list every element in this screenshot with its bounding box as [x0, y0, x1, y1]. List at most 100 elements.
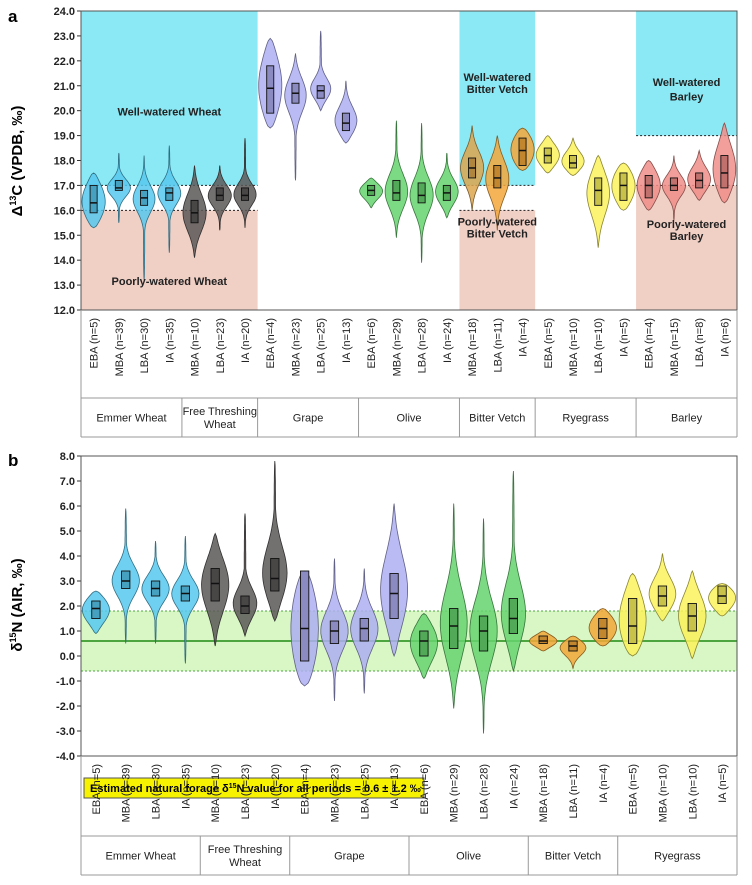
- x-category-label: EBA (n=6): [419, 764, 431, 814]
- y-tick-label: -1.0: [56, 676, 75, 688]
- violin-6: [233, 138, 257, 228]
- violin-iqr-box: [493, 165, 502, 189]
- x-category-label: LBA (n=28): [479, 764, 491, 819]
- x-group-label-line: Free Threshing: [183, 406, 257, 418]
- violin-iqr-box: [594, 177, 603, 206]
- x-group-label: Bitter Vetch: [469, 413, 525, 425]
- x-group-label: Olive: [456, 851, 481, 863]
- violin-body: [559, 635, 587, 670]
- panel-a-label: a: [8, 7, 18, 26]
- x-group-label-line: Barley: [671, 413, 703, 425]
- violin-4: [201, 532, 230, 647]
- panel-b-x-axis: EBA (n=5) MBA (n=39) LBA (n=30) IA (n=35) MB…: [80, 756, 738, 876]
- violin-7: [290, 570, 319, 687]
- panel-a-y-ticks: 12.0 13.0 14.0 15.0 16.0 17.0 18.0 19.0 20.0 21.0…: [54, 6, 81, 317]
- panel-b-y-ticks: -4.0 -3.0 -2.0 -1.0 0.0 1.0 2.0 3.0 4.0 5.0 6.0 7.0…: [56, 451, 81, 763]
- violin-iqr-box: [300, 570, 310, 662]
- band-annotation: Well-watered: [653, 77, 721, 89]
- violin-body: [262, 460, 288, 622]
- violin-21: [708, 583, 736, 617]
- x-category-label: IA (n=35): [164, 318, 176, 363]
- violin-0: [81, 172, 106, 229]
- violin-7: [258, 37, 283, 129]
- violin-iqr-box: [190, 199, 199, 224]
- violin-5: [207, 165, 232, 231]
- panel-a-ylabel: Δ13C (VPDB, ‰): [8, 106, 26, 217]
- x-category-label: IA (n=24): [508, 764, 520, 809]
- x-category-label: MBA (n=10): [210, 764, 222, 822]
- y-tick-label: 1.0: [60, 626, 75, 638]
- x-category-label: IA (n=4): [598, 764, 610, 803]
- band-annotation: Bitter Vetch: [467, 229, 528, 241]
- legend-note-prefix: Estimated natural forage δ: [90, 783, 229, 795]
- x-group-label-line: Wheat: [204, 419, 236, 431]
- y-tick-label: 6.0: [60, 501, 75, 513]
- violin-iqr-box: [538, 635, 548, 644]
- plot-border: [80, 10, 738, 311]
- x-group-label-line: Emmer Wheat: [105, 851, 175, 863]
- violin-15: [460, 125, 485, 211]
- x-category-label: LBA (n=8): [694, 318, 706, 367]
- violin-10: [380, 503, 408, 658]
- x-group-label-line: Free Threshing: [208, 844, 282, 856]
- y-tick-label: 0.0: [60, 651, 75, 663]
- violin-iqr-box: [389, 573, 399, 619]
- x-category-label: LBA (n=11): [568, 764, 580, 819]
- violin-iqr-box: [508, 598, 518, 634]
- violin-19: [561, 137, 585, 176]
- band-annotation: Barley: [670, 231, 705, 243]
- violin-body: [384, 120, 409, 238]
- violin-11: [409, 613, 438, 680]
- violin-iqr-box: [341, 112, 350, 132]
- band-annotation: Poorly-watered: [458, 216, 537, 228]
- panel-a-bands: [81, 11, 737, 310]
- violin-16: [559, 635, 587, 670]
- violin-body: [284, 53, 307, 181]
- violin-17: [510, 127, 535, 171]
- x-group-label: Ryegrass: [562, 413, 609, 425]
- panel-b-ylabel-sup: 15: [8, 633, 18, 643]
- y-tick-label: 16.0: [54, 205, 75, 217]
- violin-iqr-box: [419, 630, 429, 657]
- violin-12: [384, 120, 409, 238]
- violin-15: [529, 630, 558, 652]
- x-category-label: IA (n=13): [389, 764, 401, 809]
- x-group-label-line: Olive: [396, 413, 421, 425]
- violin-iqr-box: [518, 137, 527, 166]
- x-category-label: MBA (n=18): [467, 318, 479, 376]
- x-category-label: IA (n=20): [240, 318, 252, 363]
- x-group-label: Emmer Wheat: [105, 851, 175, 863]
- x-group-label: Emmer Wheat: [96, 413, 166, 425]
- x-category-label: IA (n=20): [270, 764, 282, 809]
- violin-10: [334, 80, 358, 144]
- y-tick-label: 21.0: [54, 81, 75, 93]
- x-group-label-line: Emmer Wheat: [96, 413, 166, 425]
- x-category-label: IA (n=5): [618, 318, 630, 357]
- violin-8: [284, 53, 307, 181]
- violin-19: [648, 553, 677, 622]
- violin-11: [359, 177, 383, 209]
- violin-18: [535, 135, 560, 174]
- x-category-label: EBA (n=5): [89, 318, 101, 368]
- y-tick-label: 19.0: [54, 131, 75, 143]
- x-group-label-line: Bitter Vetch: [545, 851, 601, 863]
- panel-b-legend-note: Estimated natural forage δ15N value for …: [83, 777, 425, 799]
- x-category-label: MBA (n=23): [290, 318, 302, 376]
- y-tick-label: 23.0: [54, 31, 75, 43]
- violin-iqr-box: [449, 608, 459, 649]
- x-category-label: EBA (n=5): [91, 764, 103, 814]
- violin-4: [182, 165, 207, 258]
- x-group-label-line: Grape: [334, 851, 365, 863]
- violin-6: [262, 460, 288, 622]
- x-group-label: Grape: [293, 413, 324, 425]
- x-category-label: IA (n=6): [719, 318, 731, 357]
- violin-body: [439, 503, 468, 709]
- y-tick-label: -2.0: [56, 701, 75, 713]
- panel-a-x-axis: EBA (n=5) MBA (n=39) LBA (n=30) IA (n=35) MB…: [80, 310, 738, 438]
- panel-a-ylabel-main: Δ: [9, 205, 26, 216]
- x-category-label: EBA (n=5): [543, 318, 555, 368]
- violin-22: [636, 160, 661, 211]
- violin-body: [132, 155, 156, 281]
- panel-b-violins: [80, 455, 738, 757]
- panel-a-violins: [80, 10, 738, 311]
